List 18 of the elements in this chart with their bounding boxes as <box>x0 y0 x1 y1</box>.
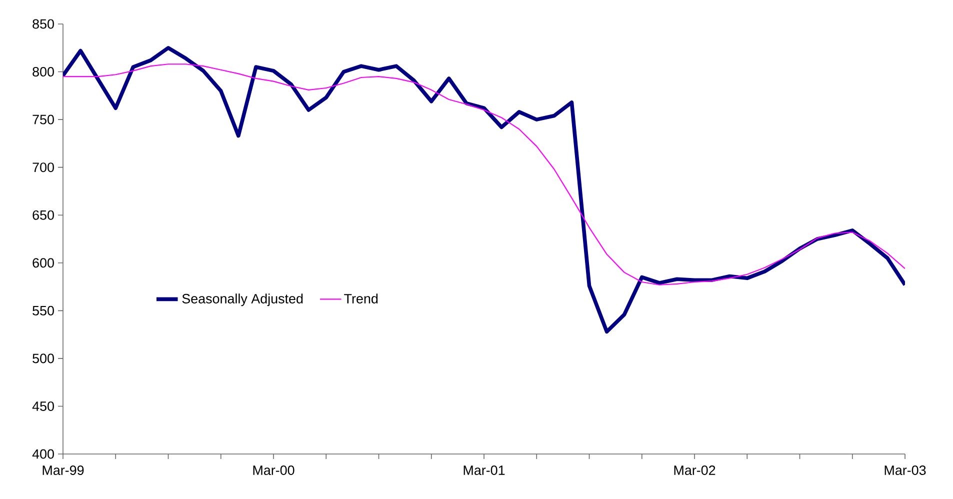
y-tick-label: 850 <box>32 19 54 29</box>
x-tick-label: Mar-99 <box>42 465 84 476</box>
y-tick-label: 500 <box>32 354 54 364</box>
x-tick-label: Mar-03 <box>884 465 926 476</box>
y-tick-label: 750 <box>32 114 54 124</box>
y-tick-label: 450 <box>32 401 54 411</box>
y-tick-label: 550 <box>32 306 54 316</box>
x-tick-label: Mar-02 <box>674 465 716 476</box>
y-tick-label: 700 <box>32 162 54 172</box>
x-tick-label: Mar-01 <box>464 465 505 476</box>
y-tick-label: 600 <box>32 258 54 268</box>
y-tick-label: 400 <box>32 449 54 459</box>
line-series <box>63 46 906 334</box>
x-tick-label: Mar-00 <box>253 465 294 476</box>
legend-label: Trend <box>344 294 378 304</box>
legend-label: Seasonally Adjusted <box>182 294 303 306</box>
y-tick-label: 800 <box>32 67 54 77</box>
y-tick-label: 650 <box>32 210 54 220</box>
